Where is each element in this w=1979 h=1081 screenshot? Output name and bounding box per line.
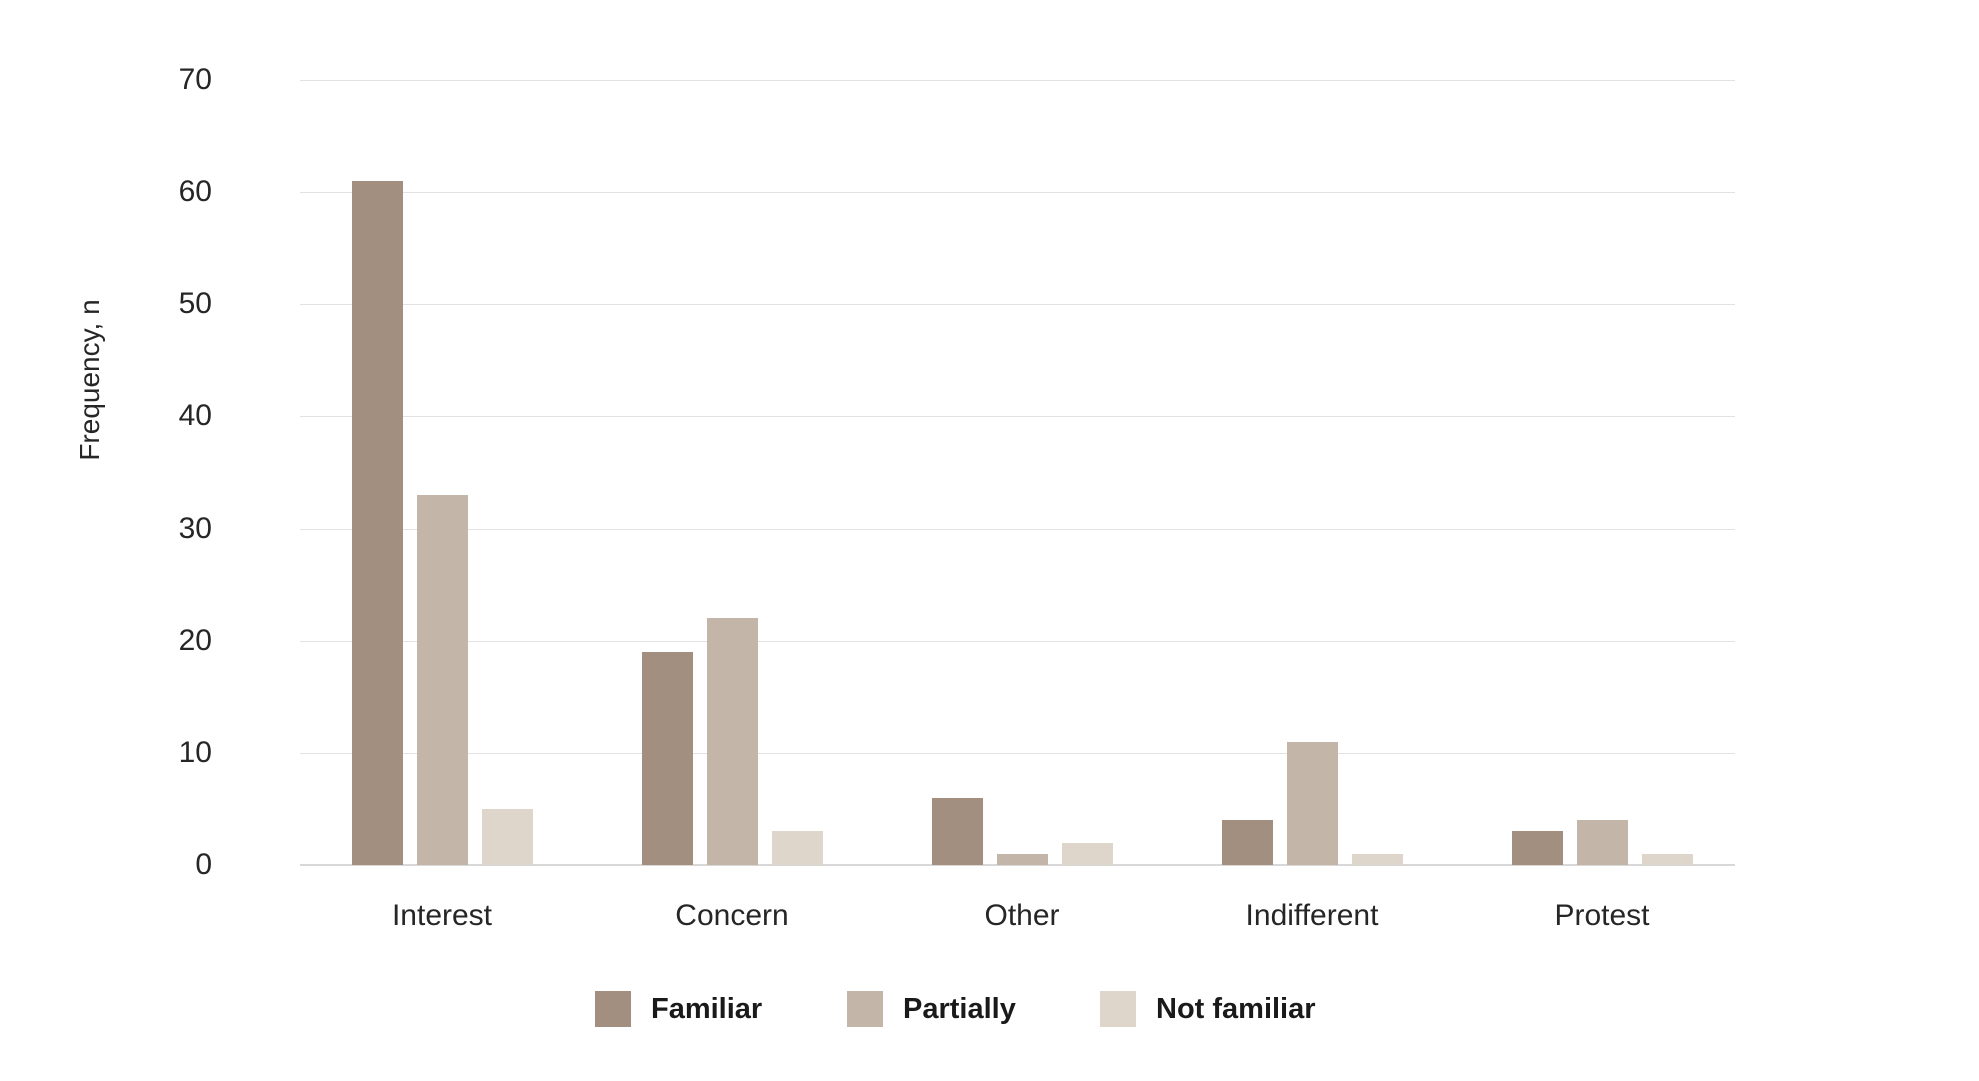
legend-label: Not familiar: [1156, 992, 1316, 1025]
legend-item-familiar: Familiar: [595, 991, 762, 1027]
bar-not-familiar-protest: [1641, 853, 1693, 865]
bar-familiar-indifferent: [1221, 820, 1273, 865]
x-axis-line: [300, 864, 1735, 866]
gridline: [300, 528, 1735, 530]
x-tick-label: Concern: [675, 899, 789, 932]
y-tick-label: 30: [178, 511, 212, 545]
x-tick-label: Indifferent: [1245, 899, 1379, 932]
y-tick-label: 20: [178, 623, 212, 657]
bar-familiar-protest: [1511, 831, 1563, 865]
bar-partially-concern: [706, 618, 758, 865]
bar-familiar-concern: [641, 651, 693, 865]
bar-familiar-other: [931, 797, 983, 865]
bar-partially-indifferent: [1286, 741, 1338, 865]
bar-not-familiar-interest: [481, 808, 533, 865]
legend-swatch-familiar: [595, 991, 631, 1027]
gridline: [300, 80, 1735, 81]
bar-not-familiar-concern: [771, 831, 823, 865]
bar-not-familiar-other: [1061, 842, 1113, 865]
y-tick-label: 10: [178, 735, 212, 769]
gridline: [300, 640, 1735, 642]
bar-not-familiar-indifferent: [1351, 853, 1403, 865]
legend-label: Familiar: [651, 992, 763, 1025]
bar-partially-interest: [416, 494, 468, 865]
legend-swatch-partially: [847, 991, 883, 1027]
gridline: [300, 192, 1735, 194]
x-tick-label: Interest: [391, 899, 493, 932]
gridline: [300, 304, 1735, 306]
y-tick-label: 40: [178, 399, 212, 433]
x-tick-label: Other: [984, 899, 1060, 932]
legend-label: Partially: [903, 992, 1016, 1025]
x-tick-label: Protest: [1554, 899, 1650, 932]
y-tick-label: 60: [178, 175, 212, 209]
gridline: [300, 752, 1735, 754]
bar-partially-protest: [1576, 820, 1628, 865]
y-tick-label: 50: [178, 287, 212, 321]
y-tick-label: 70: [178, 63, 212, 96]
gridline: [300, 416, 1735, 418]
bar-partially-other: [996, 853, 1048, 865]
bar-familiar-interest: [351, 180, 403, 865]
legend-swatch-not-familiar: [1100, 991, 1136, 1027]
legend-item-not-familiar: Not familiar: [1100, 991, 1316, 1027]
y-tick-label: 0: [195, 848, 212, 881]
legend-item-partially: Partially: [847, 991, 1016, 1027]
